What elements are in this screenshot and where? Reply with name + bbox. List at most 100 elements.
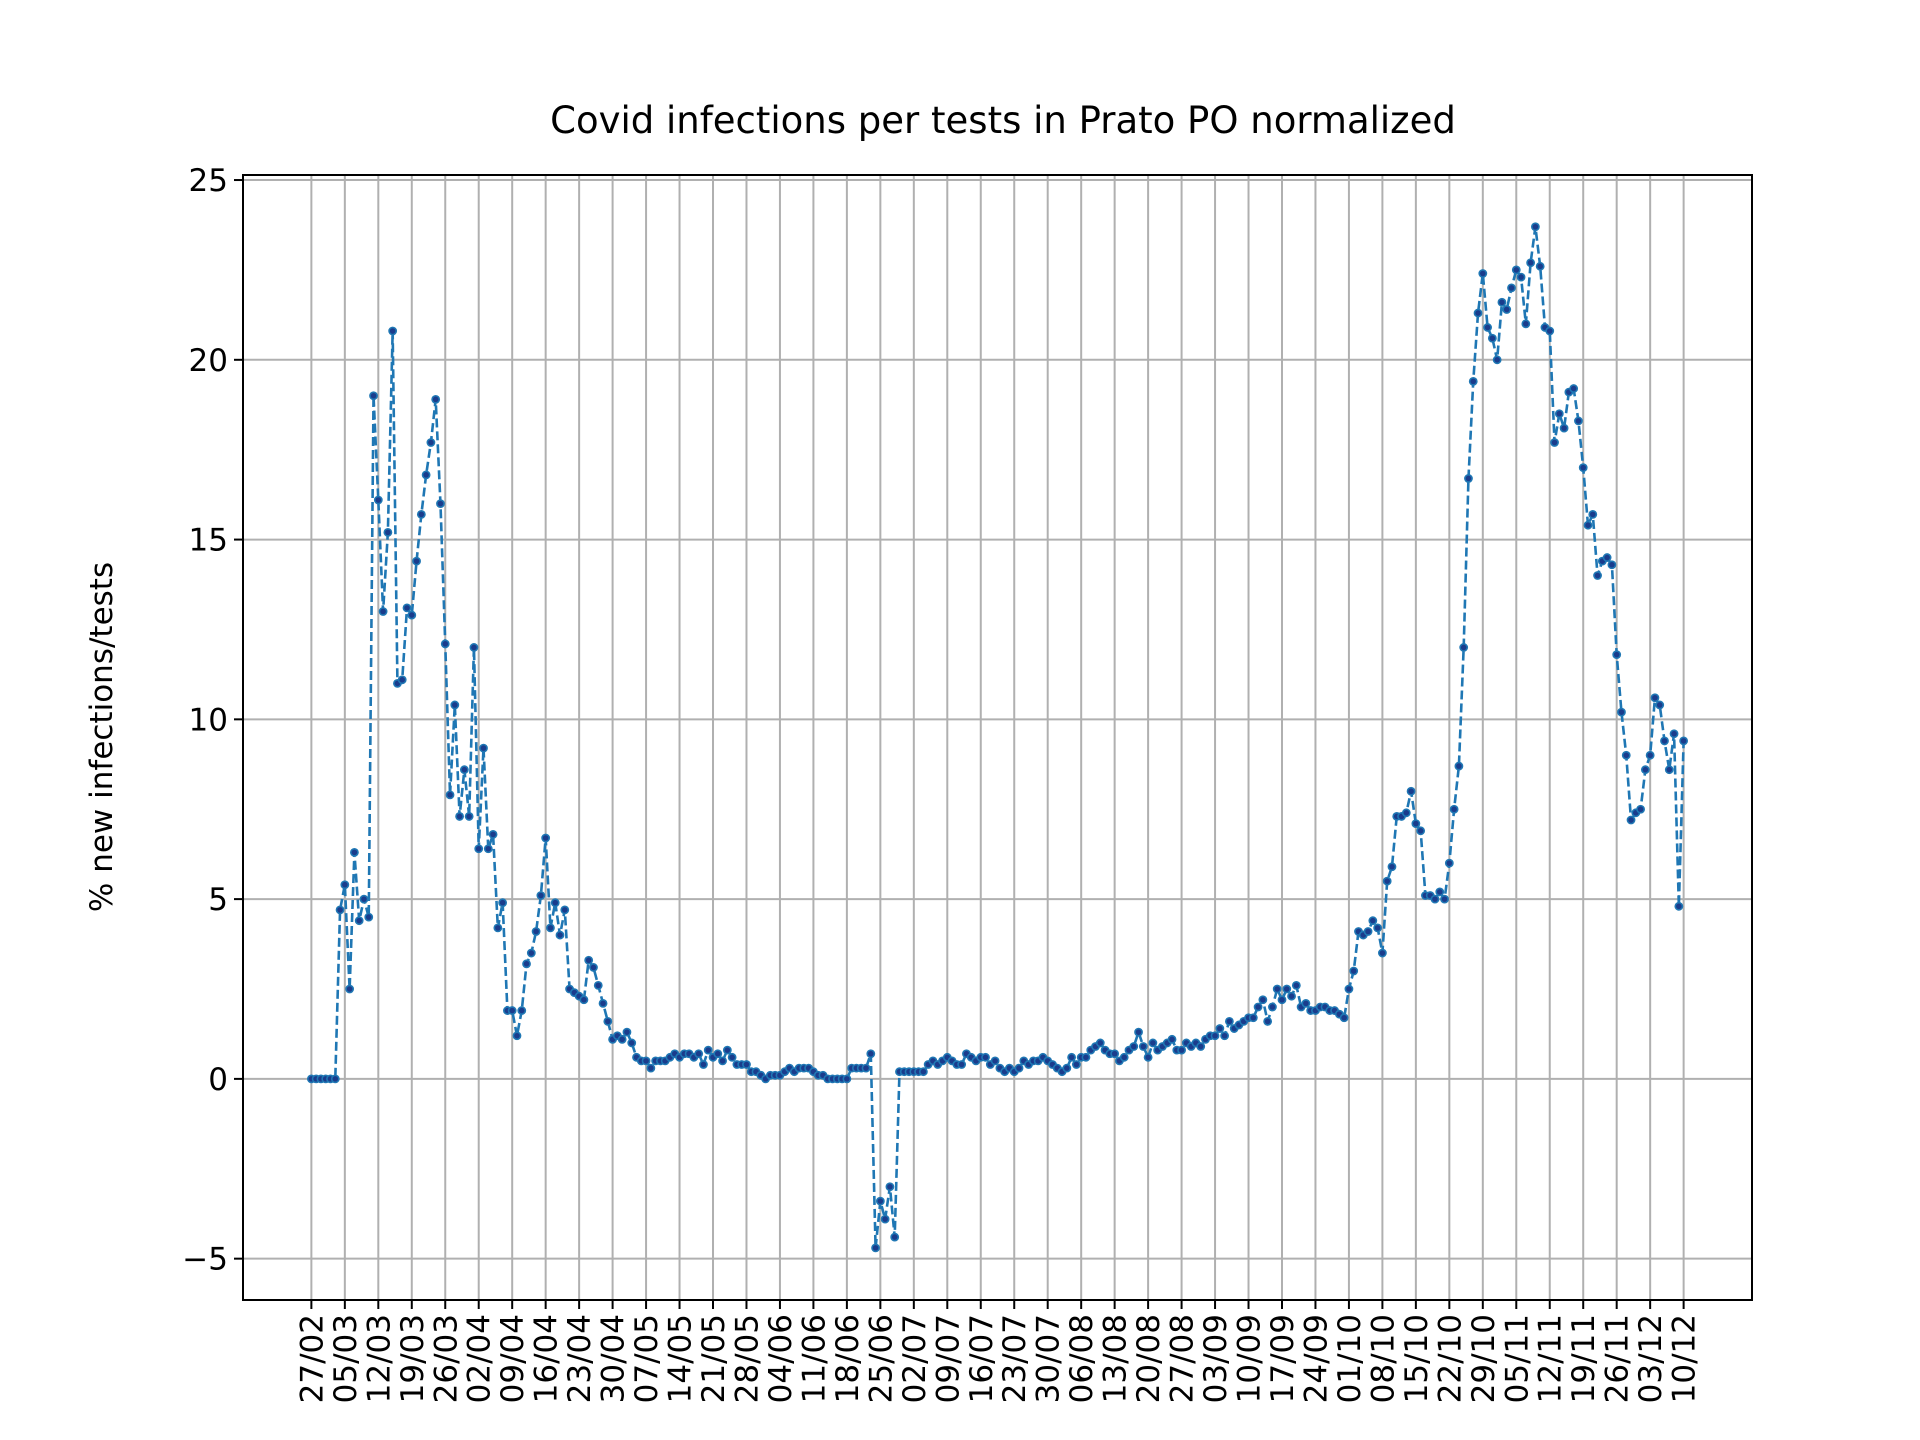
data-point (1253, 1002, 1263, 1012)
data-point (1640, 765, 1650, 775)
data-point (703, 1045, 713, 1055)
data-point (1679, 736, 1689, 746)
data-point (1378, 948, 1387, 958)
data-point (388, 326, 398, 336)
data-point (1554, 409, 1564, 419)
data-point (450, 700, 460, 710)
data-point (622, 1027, 632, 1037)
x-tick-label: 09/04 (495, 1314, 531, 1403)
data-point (1617, 707, 1626, 717)
data-point (402, 603, 412, 613)
x-tick-label: 26/03 (428, 1314, 464, 1403)
data-point (421, 470, 431, 480)
data-point (990, 1056, 1000, 1066)
data-point (957, 1060, 967, 1069)
x-tick-label: 22/10 (1432, 1314, 1468, 1403)
data-point (1444, 858, 1454, 868)
data-point (1487, 333, 1497, 343)
data-point (474, 844, 484, 854)
data-point (1014, 1063, 1024, 1073)
data-point (1387, 862, 1397, 872)
data-point (1339, 1013, 1349, 1023)
data-point (517, 1006, 527, 1015)
data-point (1411, 819, 1421, 829)
data-point (1516, 272, 1526, 282)
data-point (718, 1056, 727, 1066)
data-point (1588, 510, 1598, 519)
y-tick-label: 5 (208, 882, 228, 918)
y-tick-label: 15 (189, 523, 228, 559)
x-tick-label: 23/04 (562, 1314, 598, 1403)
data-point (483, 844, 493, 854)
data-point (1602, 553, 1612, 562)
data-point (1129, 1042, 1139, 1051)
x-tick-label: 20/08 (1131, 1314, 1167, 1403)
x-tick-label: 19/11 (1566, 1314, 1602, 1403)
data-point (335, 905, 345, 915)
data-point (1650, 693, 1660, 703)
data-point (1067, 1052, 1077, 1062)
data-point (1497, 297, 1507, 307)
data-point (699, 1060, 708, 1069)
x-tick-label: 18/06 (830, 1314, 866, 1403)
data-point (522, 959, 531, 969)
x-tick-label: 14/05 (663, 1314, 699, 1403)
data-point (555, 930, 565, 940)
data-point (1660, 736, 1669, 746)
x-tick-label: 01/10 (1332, 1314, 1368, 1403)
data-point (1492, 355, 1502, 365)
data-point (861, 1063, 871, 1073)
data-line (311, 226, 1685, 1249)
x-tick-label: 13/08 (1098, 1314, 1134, 1403)
x-tick-label: 05/03 (328, 1314, 364, 1403)
data-point (1464, 474, 1473, 483)
data-point (354, 916, 364, 926)
y-tick-label: 10 (189, 702, 228, 738)
data-point (885, 1182, 895, 1192)
data-point (1349, 966, 1359, 976)
data-point (1521, 319, 1531, 329)
data-point (445, 790, 455, 800)
data-point (373, 495, 383, 505)
data-point (440, 639, 450, 649)
data-point (1459, 643, 1469, 652)
data-point (1095, 1038, 1105, 1048)
data-point (713, 1049, 723, 1059)
data-point (455, 812, 464, 821)
data-point (1636, 804, 1645, 814)
data-point (1268, 1002, 1277, 1012)
data-point (1569, 384, 1579, 393)
data-point (345, 984, 355, 994)
data-point (1454, 761, 1464, 771)
x-tick-label: 07/05 (629, 1314, 665, 1403)
data-point (1062, 1063, 1072, 1073)
x-tick-label: 08/10 (1365, 1314, 1401, 1403)
data-point (1621, 750, 1631, 760)
data-point (526, 948, 536, 958)
data-point (1344, 984, 1354, 994)
x-tick-label: 10/09 (1232, 1314, 1268, 1403)
data-point (1669, 729, 1679, 739)
data-point (866, 1049, 876, 1059)
chart-title: Covid infections per tests in Prato PO n… (550, 99, 1456, 142)
data-point (493, 923, 503, 933)
x-tick-label: 29/10 (1466, 1314, 1502, 1403)
data-point (1196, 1042, 1206, 1051)
data-point (416, 510, 426, 519)
data-point (1177, 1045, 1186, 1055)
data-point (646, 1063, 656, 1073)
data-point (880, 1214, 890, 1224)
data-point (498, 898, 508, 908)
data-point (1291, 981, 1301, 990)
data-point (981, 1052, 990, 1062)
data-point (1401, 808, 1411, 818)
data-point (1607, 560, 1617, 570)
data-point (1119, 1052, 1129, 1062)
data-point (512, 1031, 522, 1041)
x-tick-label: 03/12 (1633, 1314, 1669, 1403)
data-point (1430, 894, 1440, 904)
data-point (407, 610, 417, 620)
data-point (359, 894, 369, 904)
data-point (412, 556, 421, 566)
x-tick-label: 24/09 (1298, 1314, 1334, 1403)
